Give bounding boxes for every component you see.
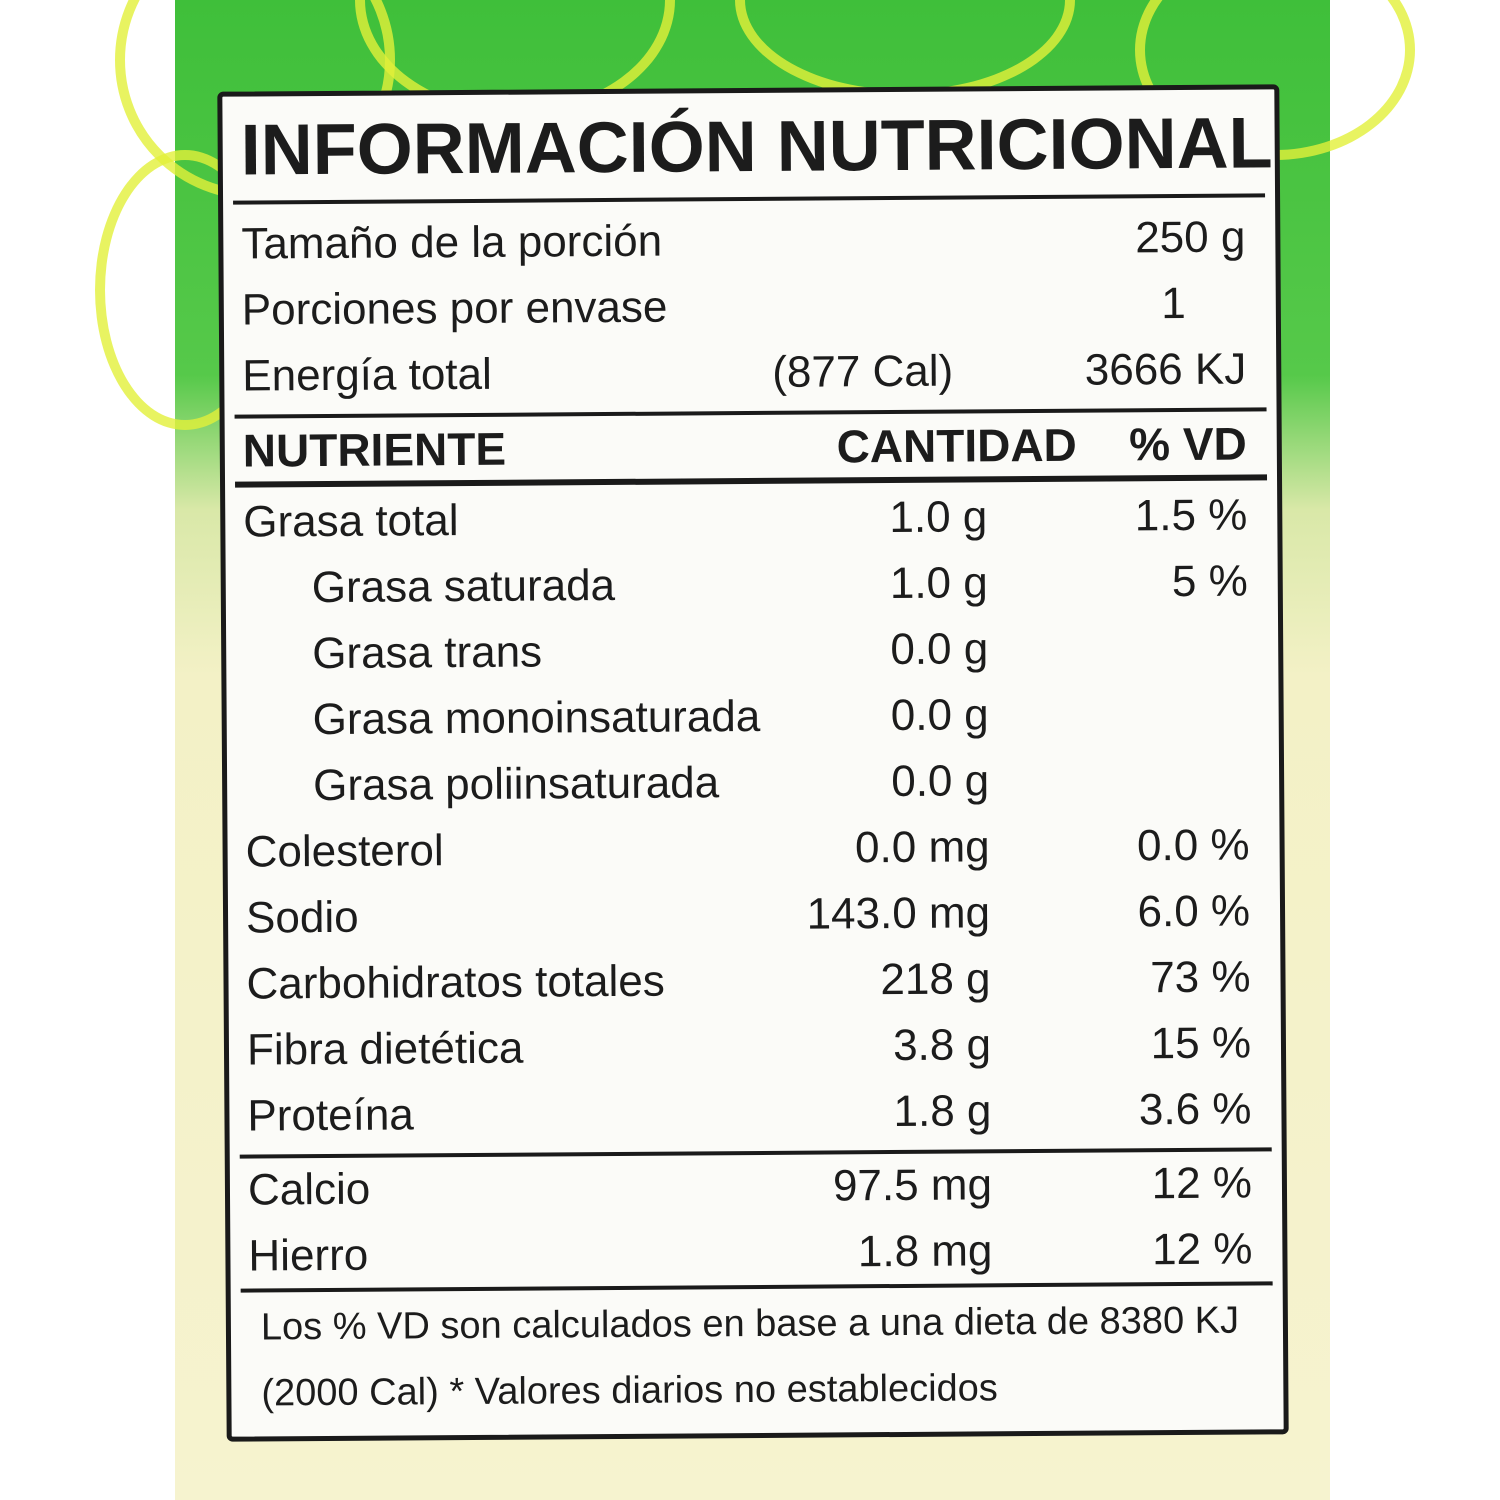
nutrient-amount: 3.8 g — [892, 1020, 992, 1071]
nutrient-row: Grasa saturada 1.0 g 5 % — [244, 556, 1248, 619]
nutrient-dv: 6.0 % — [1137, 886, 1251, 937]
serving-size-value: 250 g — [1135, 212, 1246, 263]
nutrient-name: Calcio — [247, 1164, 371, 1215]
nutrient-name: Proteína — [247, 1090, 414, 1141]
servings-per-pack-value: 1 — [1161, 278, 1186, 329]
nutrient-dv: 3.6 % — [1138, 1084, 1252, 1135]
nutrient-row: Fibra dietética 3.8 g 15 % — [247, 1018, 1251, 1081]
nutrient-name: Colesterol — [245, 826, 444, 877]
energy-cal: (877 Cal) — [772, 346, 954, 397]
table-header: NUTRIENTE CANTIDAD % VD — [243, 418, 1247, 481]
serving-size-row: Tamaño de la porción 250 g — [241, 212, 1245, 275]
nutrient-row: Grasa poliinsaturada 0.0 g — [245, 754, 1249, 817]
nutrient-amount: 0.0 g — [891, 756, 990, 807]
nutrient-amount: 1.8 mg — [857, 1226, 993, 1277]
header-dv: % VD — [1129, 417, 1247, 471]
nutrient-name: Carbohidratos totales — [246, 956, 665, 1009]
energy-kj: 3666 KJ — [1084, 344, 1247, 395]
nutrient-name: Hierro — [248, 1230, 369, 1281]
nutrient-dv: 15 % — [1150, 1018, 1252, 1069]
nutrient-dv: 12 % — [1151, 1158, 1253, 1209]
nutrient-name: Grasa monoinsaturada — [312, 691, 761, 745]
header-nutrient: NUTRIENTE — [242, 422, 507, 477]
nutrient-row: Carbohidratos totales 218 g 73 % — [246, 952, 1250, 1015]
footer-line-1: Los % VD son calculados en base a una di… — [260, 1299, 1240, 1349]
footer-line-2: (2000 Cal) * Valores diarios no establec… — [261, 1367, 999, 1415]
servings-per-pack-label: Porciones por envase — [241, 282, 668, 335]
nutrient-amount: 1.0 g — [889, 558, 988, 609]
nutrient-amount: 218 g — [880, 954, 991, 1005]
nutrient-row: Hierro 1.8 mg 12 % — [248, 1224, 1252, 1287]
header-amount: CANTIDAD — [836, 418, 1077, 473]
nutrient-amount: 0.0 g — [890, 624, 989, 675]
nutrient-dv: 1.5 % — [1134, 490, 1248, 541]
nutrient-dv: 12 % — [1151, 1224, 1253, 1275]
nutrient-amount: 143.0 mg — [806, 888, 991, 939]
label-title: INFORMACIÓN NUTRICIONAL — [240, 103, 1273, 191]
nutrient-name: Grasa saturada — [311, 560, 616, 613]
nutrition-label: INFORMACIÓN NUTRICIONAL Tamaño de la por… — [217, 84, 1289, 1442]
nutrient-name: Grasa trans — [312, 627, 543, 679]
nutrient-amount: 97.5 mg — [832, 1160, 993, 1211]
nutrient-amount: 0.0 g — [890, 690, 989, 741]
nutrient-row: Proteína 1.8 g 3.6 % — [247, 1084, 1251, 1147]
nutrient-name: Fibra dietética — [246, 1023, 524, 1075]
nutrient-dv: 73 % — [1150, 952, 1251, 1003]
serving-size-label: Tamaño de la porción — [241, 216, 663, 269]
nutrient-name: Sodio — [245, 892, 359, 943]
energy-row: Energía total (877 Cal) 3666 KJ — [242, 344, 1246, 407]
nutrient-amount: 1.8 g — [893, 1086, 992, 1137]
nutrient-dv: 0.0 % — [1136, 820, 1250, 871]
nutrient-name: Grasa total — [243, 496, 459, 547]
energy-label: Energía total — [242, 349, 492, 401]
nutrient-row: Grasa total 1.0 g 1.5 % — [243, 490, 1247, 553]
servings-per-pack-row: Porciones por envase 1 — [242, 278, 1246, 341]
nutrient-row: Calcio 97.5 mg 12 % — [248, 1158, 1252, 1221]
nutrient-dv: 5 % — [1171, 556, 1248, 607]
nutrient-row: Grasa monoinsaturada 0.0 g — [245, 688, 1249, 751]
nutrient-name: Grasa poliinsaturada — [312, 758, 720, 811]
nutrient-row: Colesterol 0.0 mg 0.0 % — [245, 820, 1249, 883]
nutrient-row: Grasa trans 0.0 g — [244, 622, 1248, 685]
nutrient-amount: 0.0 mg — [854, 822, 990, 873]
nutrient-amount: 1.0 g — [889, 492, 988, 543]
nutrient-row: Sodio 143.0 mg 6.0 % — [246, 886, 1250, 949]
